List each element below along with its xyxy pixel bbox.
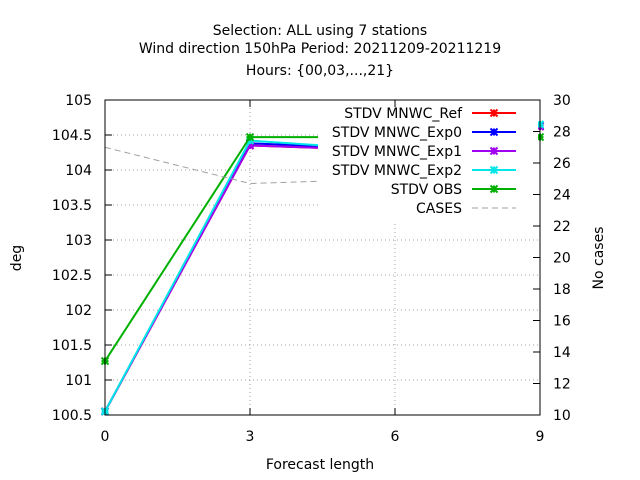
legend-marker-stdv-obs xyxy=(489,184,499,194)
legend-label-cases: CASES xyxy=(416,201,462,217)
title-line-2: Wind direction 150hPa Period: 20211209-2… xyxy=(139,41,501,57)
x-tick-label: 3 xyxy=(246,429,255,445)
x-tick-label: 6 xyxy=(391,429,400,445)
legend-marker-stdv-mnwc-exp2 xyxy=(489,165,499,175)
y-tick-label: 103 xyxy=(65,233,92,249)
y-axis-label: deg xyxy=(9,245,25,271)
y2-tick-label: 10 xyxy=(553,408,571,424)
chart-title: Selection: ALL using 7 stations Wind dir… xyxy=(139,23,501,79)
legend-background xyxy=(318,103,538,221)
y2-tick-label: 14 xyxy=(553,345,571,361)
legend-label-stdv-mnwc-exp2: STDV MNWC_Exp2 xyxy=(332,163,462,179)
y-tick-label: 104 xyxy=(65,163,92,179)
y-tick-label: 105 xyxy=(65,93,92,109)
y2-tick-label: 16 xyxy=(553,314,571,330)
legend-label-stdv-mnwc-exp1: STDV MNWC_Exp1 xyxy=(332,144,462,160)
y-tick-label: 101.5 xyxy=(52,338,92,354)
y2-tick-label: 12 xyxy=(553,377,571,393)
y2-tick-label: 18 xyxy=(553,282,571,298)
y2-tick-label: 20 xyxy=(553,251,571,267)
y-tick-label: 104.5 xyxy=(52,128,92,144)
data-point xyxy=(245,132,255,142)
y-tick-label: 100.5 xyxy=(52,408,92,424)
legend: STDV MNWC_Ref STDV MNWC_Exp0 STDV MNWC_Exp… xyxy=(318,103,538,221)
legend-marker-stdv-mnwc-exp1 xyxy=(489,146,499,156)
title-line-1: Selection: ALL using 7 stations xyxy=(213,23,427,39)
x-tick-label: 0 xyxy=(101,429,110,445)
legend-label-stdv-mnwc-exp0: STDV MNWC_Exp0 xyxy=(332,125,462,141)
legend-marker-stdv-mnwc-ref xyxy=(489,108,499,118)
legend-label-stdv-mnwc-ref: STDV MNWC_Ref xyxy=(344,106,463,122)
ticks: 100.5101101.5102102.5103103.5104104.5105… xyxy=(52,93,571,445)
data-point xyxy=(245,141,255,150)
legend-marker-stdv-mnwc-exp0 xyxy=(489,127,499,137)
y-tick-label: 102.5 xyxy=(52,268,92,284)
y-tick-label: 103.5 xyxy=(52,198,92,214)
legend-label-stdv-obs: STDV OBS xyxy=(391,182,462,198)
x-tick-label: 9 xyxy=(536,429,545,445)
title-line-3: Hours: {00,03,...,21} xyxy=(246,63,394,79)
y2-tick-label: 24 xyxy=(553,188,571,204)
y-tick-label: 101 xyxy=(65,373,92,389)
y-tick-label: 102 xyxy=(65,303,92,319)
x-axis-label: Forecast length xyxy=(266,457,374,473)
y2-axis-label: No cases xyxy=(591,227,607,290)
y2-tick-label: 30 xyxy=(553,93,571,109)
y2-tick-label: 28 xyxy=(553,125,571,141)
y2-tick-label: 26 xyxy=(553,156,571,172)
y2-tick-label: 22 xyxy=(553,219,571,235)
